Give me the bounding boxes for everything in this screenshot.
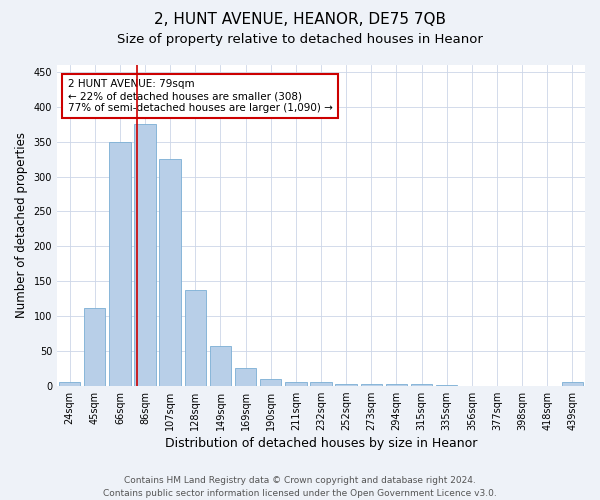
Y-axis label: Number of detached properties: Number of detached properties xyxy=(15,132,28,318)
Bar xyxy=(285,382,307,386)
Bar xyxy=(310,382,332,386)
Bar xyxy=(235,368,256,386)
Text: Contains HM Land Registry data © Crown copyright and database right 2024.
Contai: Contains HM Land Registry data © Crown c… xyxy=(103,476,497,498)
Bar xyxy=(84,308,106,386)
Bar xyxy=(185,290,206,386)
Bar xyxy=(411,384,432,386)
Bar xyxy=(260,378,281,386)
Bar xyxy=(109,142,131,386)
Bar xyxy=(386,384,407,386)
Bar xyxy=(361,384,382,386)
Text: 2 HUNT AVENUE: 79sqm
← 22% of detached houses are smaller (308)
77% of semi-deta: 2 HUNT AVENUE: 79sqm ← 22% of detached h… xyxy=(68,80,332,112)
Bar xyxy=(59,382,80,386)
Bar xyxy=(160,159,181,386)
Bar xyxy=(436,385,457,386)
Bar xyxy=(210,346,231,386)
Text: Size of property relative to detached houses in Heanor: Size of property relative to detached ho… xyxy=(117,32,483,46)
Bar xyxy=(134,124,156,386)
Bar xyxy=(335,384,357,386)
Text: 2, HUNT AVENUE, HEANOR, DE75 7QB: 2, HUNT AVENUE, HEANOR, DE75 7QB xyxy=(154,12,446,28)
Bar xyxy=(562,382,583,386)
X-axis label: Distribution of detached houses by size in Heanor: Distribution of detached houses by size … xyxy=(165,437,477,450)
